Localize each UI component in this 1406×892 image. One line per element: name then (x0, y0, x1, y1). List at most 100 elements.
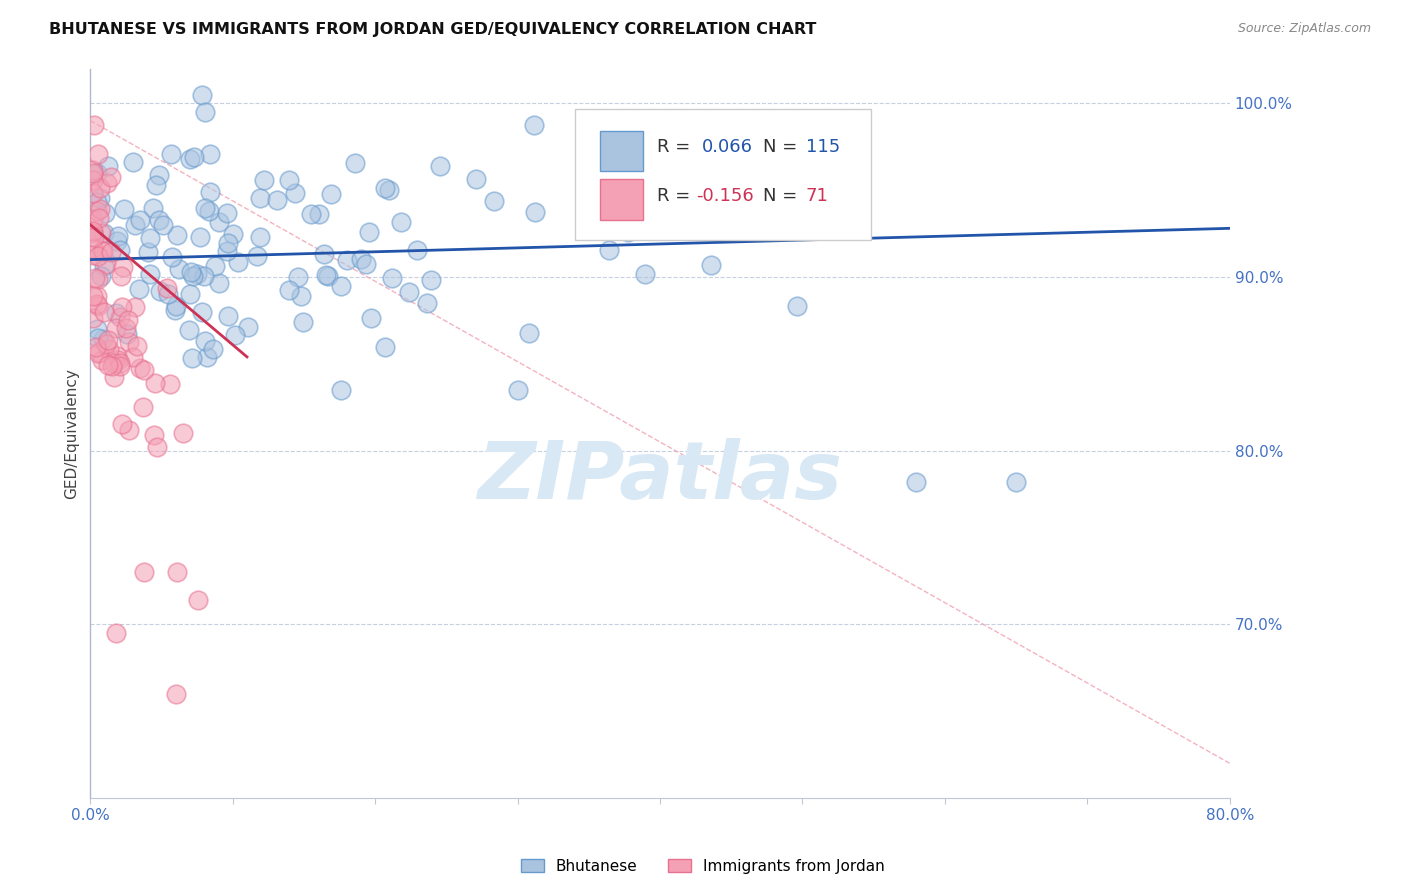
Point (114, 321, 136, 335)
Point (82, 163, 104, 178)
Point (91, 244, 114, 258)
Point (97, 159, 120, 173)
Point (86, 345, 108, 359)
Point (181, 268, 204, 283)
Point (94, 206, 117, 220)
Point (152, 219, 174, 233)
Point (93, 260, 115, 274)
Point (398, 285, 420, 299)
Point (420, 273, 443, 287)
Point (117, 334, 139, 349)
Point (277, 173, 299, 187)
Point (195, 350, 218, 364)
Point (91, 244, 114, 258)
Point (86, 166, 108, 180)
Point (193, 269, 215, 284)
Point (172, 425, 194, 440)
Point (236, 319, 259, 334)
Point (321, 187, 343, 202)
Point (330, 383, 353, 397)
Point (82, 173, 104, 187)
Point (700, 258, 723, 272)
Point (222, 227, 245, 242)
Point (217, 309, 239, 323)
Point (87, 211, 110, 225)
Point (1005, 475, 1028, 489)
Point (204, 259, 226, 273)
Point (90, 353, 112, 368)
Point (86, 288, 108, 302)
Point (86, 322, 108, 336)
Point (89, 202, 111, 216)
Point (124, 218, 146, 232)
Point (187, 592, 209, 607)
Point (360, 311, 382, 326)
Point (616, 225, 638, 239)
Text: Source: ZipAtlas.com: Source: ZipAtlas.com (1237, 22, 1371, 36)
Point (104, 626, 127, 640)
Text: R =: R = (657, 187, 696, 205)
Point (93, 226, 115, 240)
Point (124, 301, 146, 315)
Point (163, 303, 186, 318)
Text: ZIPatlas: ZIPatlas (478, 438, 842, 516)
Point (94, 257, 117, 271)
Point (143, 428, 166, 442)
Point (94, 337, 117, 351)
Point (107, 352, 129, 367)
Point (194, 104, 217, 119)
Point (128, 282, 150, 296)
Point (266, 193, 288, 207)
Point (83, 230, 105, 244)
Point (318, 269, 340, 284)
Point (87, 272, 110, 286)
Point (634, 268, 657, 282)
Point (86, 203, 108, 218)
Point (523, 118, 546, 132)
Point (167, 262, 190, 277)
Point (105, 349, 128, 363)
Point (149, 284, 172, 298)
Point (108, 243, 131, 257)
Point (100, 244, 122, 259)
Point (343, 155, 366, 169)
Text: 71: 71 (806, 187, 828, 205)
Point (108, 359, 131, 374)
Point (132, 363, 155, 377)
FancyBboxPatch shape (575, 109, 870, 240)
Point (117, 313, 139, 327)
Point (132, 400, 155, 414)
Point (284, 186, 307, 200)
Point (315, 268, 337, 282)
Point (314, 247, 336, 261)
Point (186, 267, 208, 281)
Point (465, 172, 488, 186)
Point (96, 176, 118, 190)
Point (101, 359, 124, 374)
Point (291, 315, 314, 329)
Point (329, 279, 352, 293)
Text: 0.066: 0.066 (702, 137, 754, 155)
Point (139, 230, 162, 244)
Point (82, 310, 104, 325)
Point (82, 166, 104, 180)
Point (598, 243, 620, 257)
Text: -0.156: -0.156 (696, 187, 754, 205)
Point (82, 212, 104, 227)
Point (97, 343, 120, 357)
Point (377, 183, 399, 197)
Point (159, 376, 181, 391)
Point (143, 376, 166, 390)
Point (217, 205, 239, 219)
Point (118, 423, 141, 437)
Point (200, 185, 222, 199)
Point (575, 219, 598, 233)
Point (89, 191, 111, 205)
Point (217, 244, 239, 259)
Point (252, 173, 274, 187)
Text: R =: R = (657, 137, 696, 155)
Point (89, 181, 111, 195)
Point (139, 267, 162, 281)
Legend: Bhutanese, Immigrants from Jordan: Bhutanese, Immigrants from Jordan (515, 853, 891, 880)
Point (107, 229, 129, 244)
